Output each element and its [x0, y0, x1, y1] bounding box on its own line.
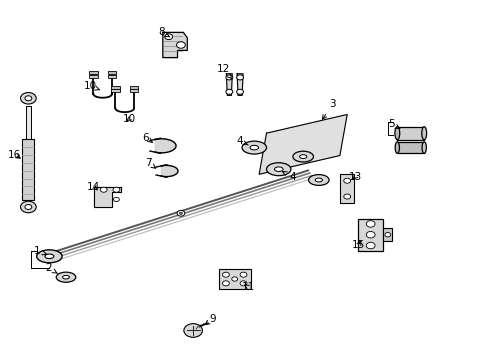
Circle shape	[343, 194, 350, 199]
Text: 3: 3	[322, 99, 335, 119]
Circle shape	[384, 233, 390, 237]
Circle shape	[25, 204, 32, 210]
Polygon shape	[155, 139, 176, 153]
Text: 4: 4	[236, 136, 248, 146]
Ellipse shape	[394, 142, 399, 153]
Ellipse shape	[299, 155, 306, 158]
Bar	[89, 75, 98, 78]
Ellipse shape	[421, 142, 426, 153]
Circle shape	[225, 89, 232, 94]
Text: 12: 12	[216, 64, 232, 79]
Circle shape	[25, 96, 32, 101]
Circle shape	[179, 212, 182, 215]
Bar	[396, 127, 424, 140]
Circle shape	[366, 221, 374, 227]
Circle shape	[20, 201, 36, 213]
Circle shape	[225, 75, 232, 80]
Polygon shape	[94, 187, 121, 207]
Text: 8: 8	[158, 27, 170, 37]
Circle shape	[222, 281, 229, 286]
Circle shape	[236, 89, 243, 94]
Circle shape	[231, 277, 237, 281]
Text: 2: 2	[45, 263, 57, 273]
Circle shape	[177, 211, 184, 216]
Text: 11: 11	[241, 282, 255, 292]
Polygon shape	[161, 165, 178, 177]
Circle shape	[176, 42, 185, 48]
Bar	[129, 86, 138, 89]
Circle shape	[343, 178, 350, 183]
Circle shape	[183, 324, 202, 337]
Text: 9: 9	[205, 314, 216, 324]
Bar	[111, 86, 120, 89]
Bar	[383, 228, 391, 241]
Bar	[340, 174, 353, 203]
Bar	[111, 89, 120, 92]
Circle shape	[113, 187, 120, 192]
Circle shape	[366, 242, 374, 249]
Circle shape	[113, 197, 119, 202]
Ellipse shape	[37, 250, 62, 263]
Polygon shape	[163, 32, 187, 58]
Bar	[107, 75, 116, 78]
Text: 14: 14	[87, 182, 101, 192]
Ellipse shape	[308, 175, 328, 185]
Text: 13: 13	[347, 172, 361, 182]
Text: 5: 5	[387, 119, 399, 129]
Circle shape	[240, 281, 246, 286]
Circle shape	[240, 272, 246, 277]
Text: 1: 1	[33, 246, 46, 256]
Polygon shape	[259, 114, 346, 174]
Circle shape	[366, 231, 374, 238]
Bar	[107, 71, 116, 74]
Text: 10: 10	[84, 81, 100, 91]
Polygon shape	[226, 74, 232, 95]
Text: 7: 7	[144, 158, 155, 168]
Ellipse shape	[62, 275, 69, 279]
Ellipse shape	[45, 254, 54, 258]
Text: 16: 16	[8, 150, 21, 160]
Bar	[219, 269, 250, 289]
Bar	[89, 71, 98, 74]
Ellipse shape	[394, 127, 399, 140]
Text: 10: 10	[123, 114, 136, 124]
Circle shape	[222, 272, 229, 277]
Text: 4: 4	[282, 171, 295, 182]
Ellipse shape	[266, 163, 290, 176]
Polygon shape	[237, 74, 243, 95]
Ellipse shape	[315, 178, 322, 182]
Circle shape	[20, 93, 36, 104]
Ellipse shape	[421, 127, 426, 140]
Circle shape	[236, 75, 243, 80]
Ellipse shape	[292, 151, 313, 162]
Bar	[26, 106, 31, 139]
Ellipse shape	[249, 145, 258, 150]
Circle shape	[164, 34, 172, 40]
Ellipse shape	[242, 141, 266, 154]
Text: 6: 6	[142, 132, 152, 143]
Ellipse shape	[56, 272, 76, 282]
Bar	[396, 142, 424, 153]
Text: 15: 15	[351, 240, 365, 250]
Ellipse shape	[274, 167, 283, 171]
Bar	[22, 139, 34, 200]
Bar	[357, 219, 383, 251]
Circle shape	[100, 187, 107, 192]
Bar	[129, 89, 138, 92]
